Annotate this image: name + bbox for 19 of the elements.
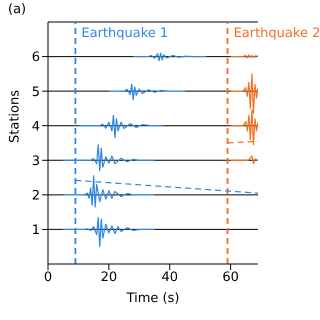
ref-line-label: Earthquake 1	[81, 26, 168, 42]
y-tick-label: 1	[32, 223, 40, 238]
line-series	[78, 114, 164, 138]
x-tick-label: 20	[100, 270, 118, 286]
x-tick-label: 60	[222, 270, 239, 286]
line-series	[230, 156, 258, 164]
ref-line-label: Earthquake 2	[234, 26, 320, 42]
y-tick-label: 2	[32, 188, 40, 204]
y-tick-label: 3	[32, 154, 40, 169]
line-series	[108, 84, 186, 100]
y-tick-label: 4	[32, 119, 40, 134]
x-tick-label: 0	[44, 270, 52, 286]
y-axis-title: Stations	[8, 90, 23, 143]
line-series	[132, 52, 207, 62]
x-tick-label: 40	[161, 270, 178, 286]
y-tick-label: 6	[32, 50, 40, 66]
text: (a)	[8, 2, 26, 17]
x-axis-title: Time (s)	[126, 291, 180, 306]
y-tick-label: 5	[32, 84, 40, 100]
